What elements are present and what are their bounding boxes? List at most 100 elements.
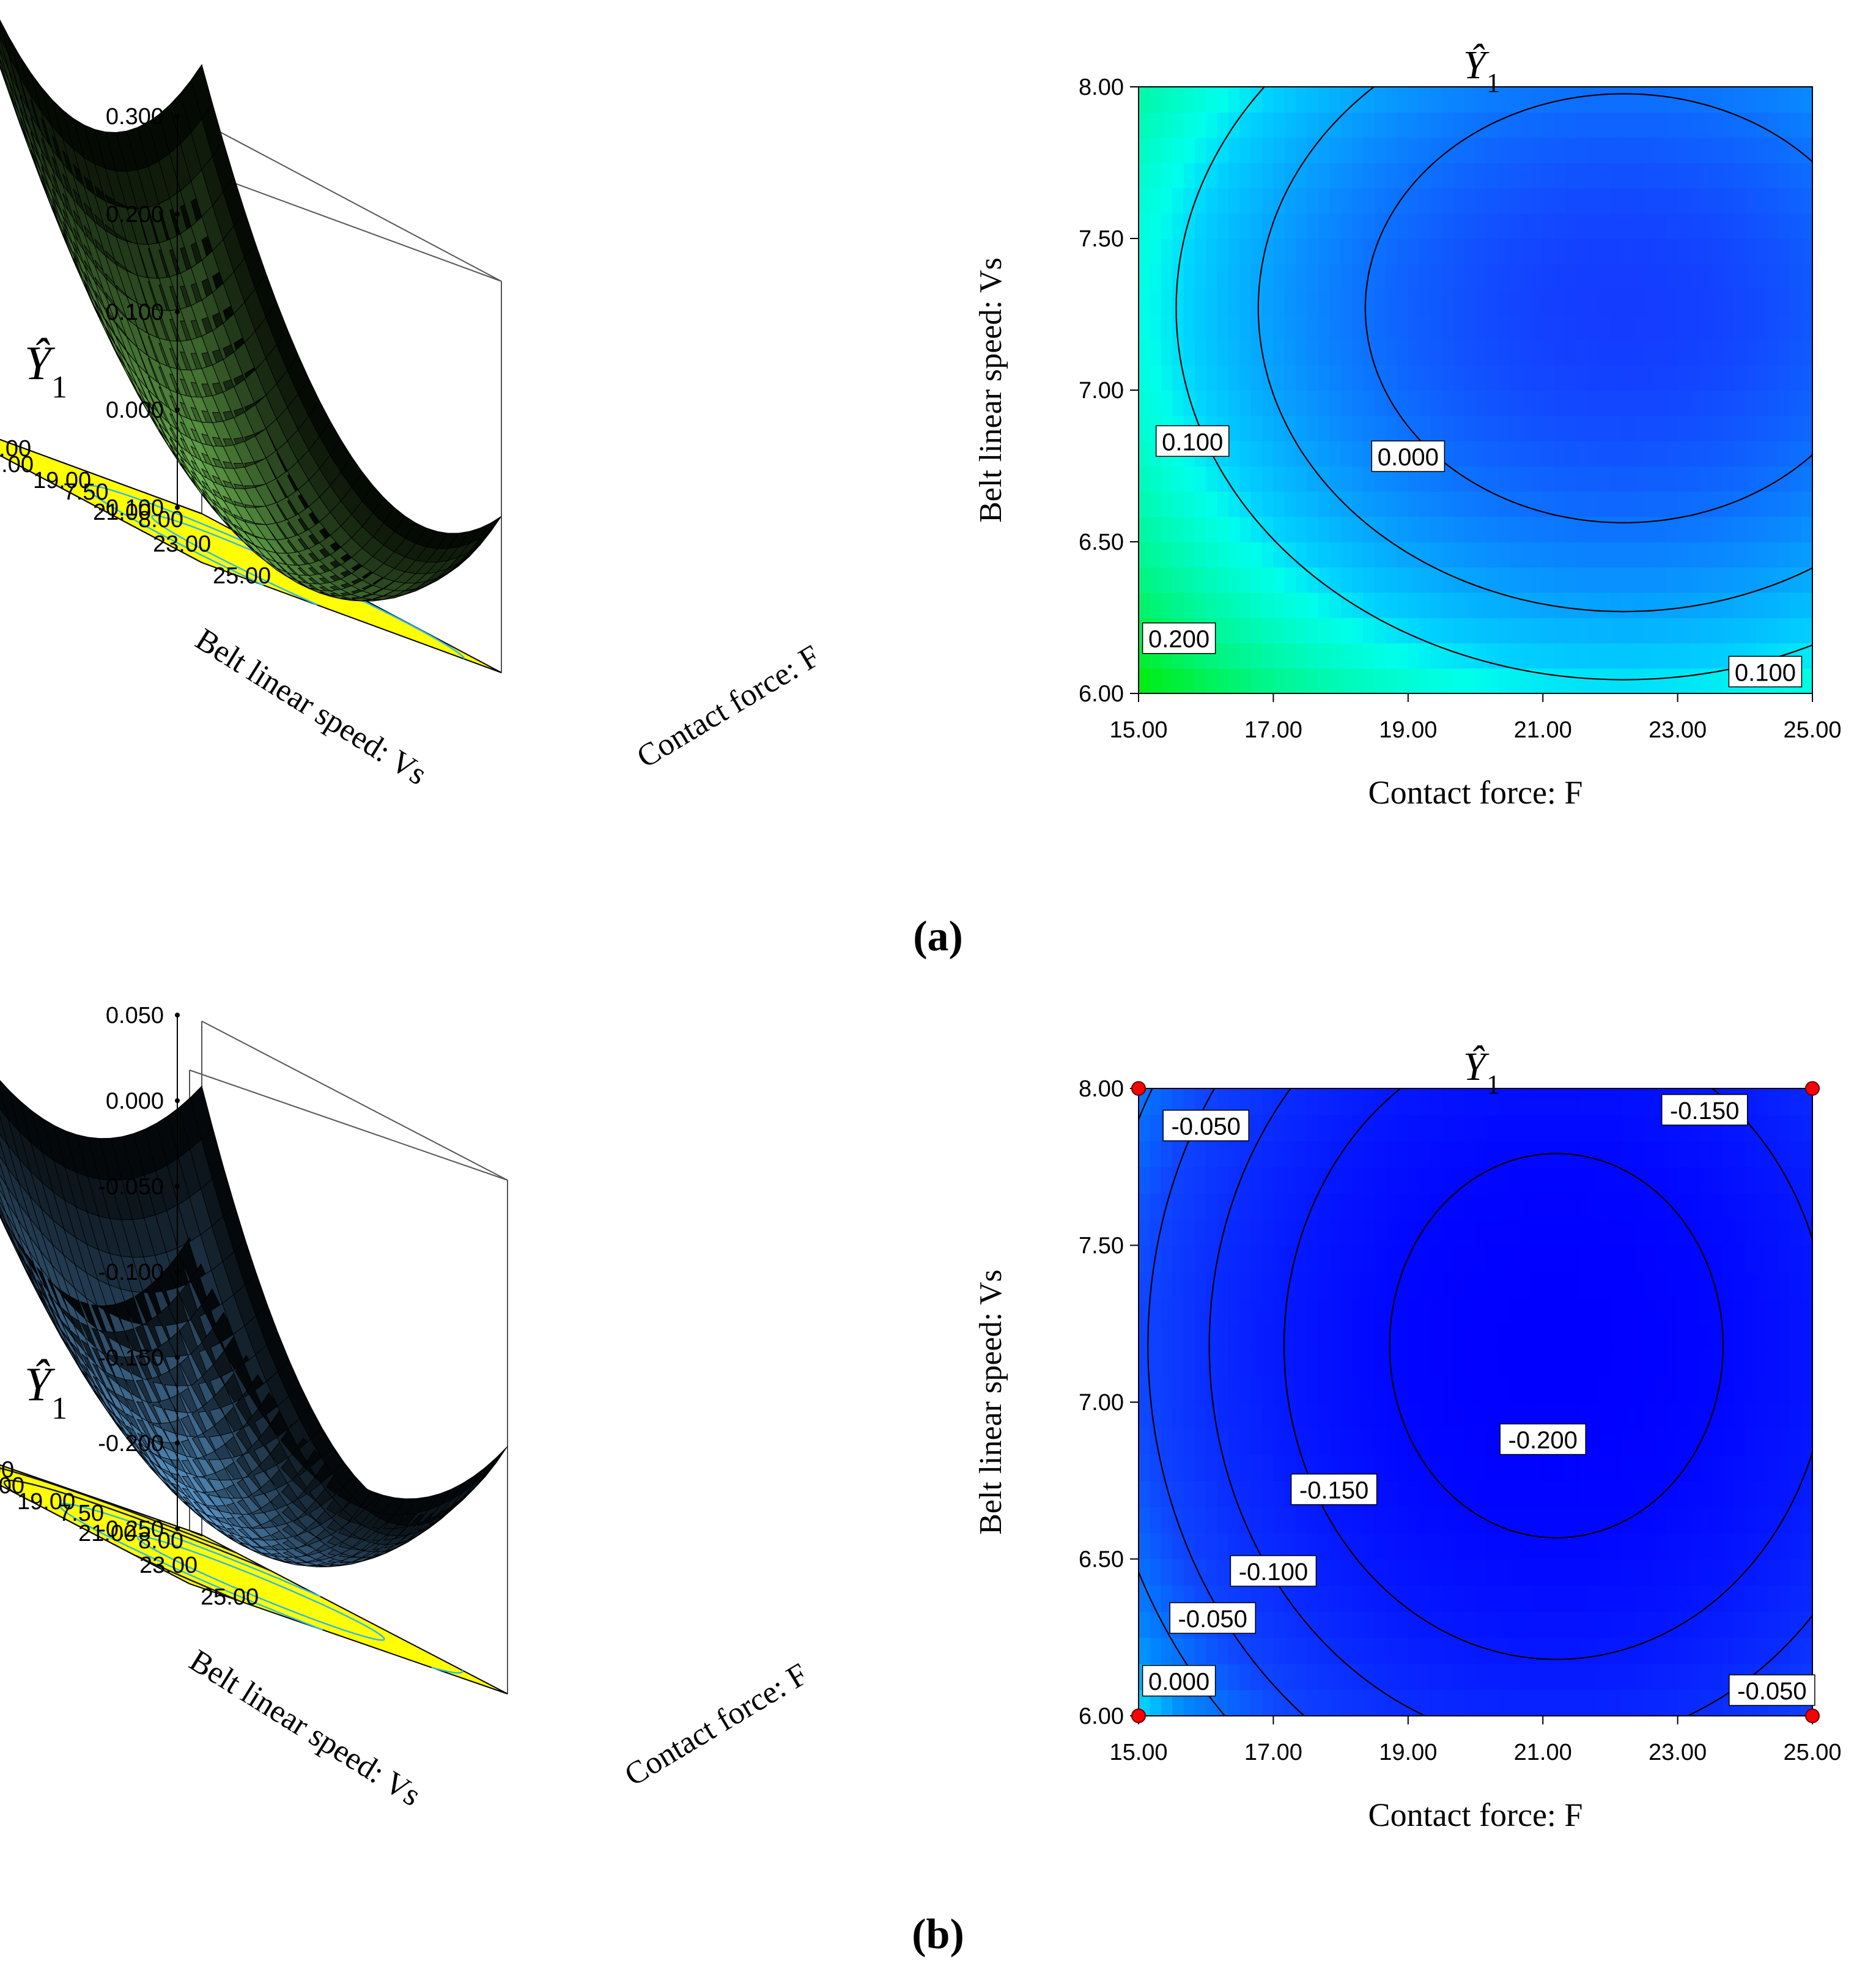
contour-fill-cell xyxy=(1734,1245,1746,1272)
contour-fill-cell xyxy=(1296,567,1308,593)
contour-fill-cell xyxy=(1419,1350,1431,1376)
contour-fill-cell xyxy=(1711,643,1723,669)
contour-fill-cell xyxy=(1397,364,1409,391)
contour-fill-cell xyxy=(1386,339,1398,366)
contour-fill-cell xyxy=(1228,1690,1241,1716)
contour-fill-cell xyxy=(1408,163,1420,189)
contour-fill-cell xyxy=(1677,188,1690,214)
contour-fill-cell xyxy=(1386,567,1398,593)
contour-fill-cell xyxy=(1284,1532,1296,1560)
contour-fill-cell xyxy=(1273,466,1285,492)
contour-fill-cell xyxy=(1352,238,1364,265)
contour-fill-cell xyxy=(1756,1376,1768,1403)
contour-line xyxy=(1364,93,1812,523)
contour-fill-cell xyxy=(1677,466,1690,492)
contour-fill-cell xyxy=(1486,1611,1499,1638)
contour-fill-cell xyxy=(1520,415,1532,441)
contour-fill-cell xyxy=(1430,339,1442,366)
contour-fill-cell xyxy=(1509,213,1521,239)
contour-fill-cell xyxy=(1250,314,1263,341)
contour-fill-cell xyxy=(1790,618,1802,644)
contour-fill-cell xyxy=(1441,516,1454,542)
contour-fill-cell xyxy=(1464,238,1476,265)
contour-fill-cell xyxy=(1711,1140,1723,1167)
contour-fill-cell xyxy=(1723,314,1735,341)
contour-fill-cell xyxy=(1139,1245,1151,1272)
contour-fill-cell xyxy=(1689,1350,1701,1376)
contour-fill-cell xyxy=(1296,264,1308,290)
contour-fill-cell xyxy=(1531,516,1543,542)
contour-fill-cell xyxy=(1397,1480,1409,1507)
contour-fill-cell xyxy=(1318,1428,1331,1455)
contour-fill-cell xyxy=(1700,87,1712,113)
contour-fill-cell xyxy=(1161,466,1173,492)
contour-fill-cell xyxy=(1441,1480,1454,1507)
contour-fill-cell xyxy=(1486,1167,1499,1194)
contour-fill-cell xyxy=(1689,643,1701,669)
contour-fill-cell xyxy=(1520,1559,1532,1586)
contour-fill-cell xyxy=(1172,314,1184,341)
contour-fill-cell xyxy=(1790,364,1802,391)
contour-fill-cell xyxy=(1318,1114,1331,1142)
contour-fill-cell xyxy=(1139,188,1151,214)
contour-fill-cell xyxy=(1756,264,1768,290)
contour-fill-cell xyxy=(1599,1454,1611,1481)
contour-fill-cell xyxy=(1621,1663,1633,1690)
contour-fill-cell xyxy=(1340,1219,1353,1246)
contour-fill-cell xyxy=(1610,1245,1622,1272)
contour-fill-cell xyxy=(1318,1559,1331,1586)
contour-fill-cell xyxy=(1363,1323,1375,1351)
contour-fill-cell xyxy=(1666,1140,1678,1167)
speed-tick-label: 7.00 xyxy=(0,1473,24,1499)
contour-fill-cell xyxy=(1778,112,1791,138)
surface-facet xyxy=(485,1446,508,1474)
contour-fill-cell xyxy=(1655,264,1667,290)
contour-fill-cell xyxy=(1374,1271,1386,1298)
contour-fill-cell xyxy=(1644,1532,1656,1560)
contour-fill-cell xyxy=(1453,163,1465,189)
contour-fill-cell xyxy=(1745,1480,1757,1507)
contour-fill-cell xyxy=(1340,1611,1353,1638)
contour-fill-cell xyxy=(1621,1193,1633,1220)
contour-fill-cell xyxy=(1723,440,1735,467)
contour-fill-cell xyxy=(1430,213,1442,239)
contour-fill-cell xyxy=(1408,364,1420,391)
contour-fill-cell xyxy=(1520,213,1532,239)
contour-fill-cell xyxy=(1610,213,1622,239)
contour-fill-cell xyxy=(1172,668,1184,694)
contour-fill-cell xyxy=(1520,1088,1532,1115)
contour-fill-cell xyxy=(1150,314,1162,341)
contour-fill-cell xyxy=(1497,1611,1510,1638)
contour-fill-cell xyxy=(1554,643,1566,669)
contour-fill-cell xyxy=(1340,1167,1353,1194)
contour-fill-cell xyxy=(1644,415,1656,441)
contour-fill-cell xyxy=(1453,1298,1465,1324)
contour-fill-cell xyxy=(1453,1245,1465,1272)
contour-fill-cell xyxy=(1509,1637,1521,1664)
contour-fill-cell xyxy=(1486,1480,1499,1507)
contour-fill-cell xyxy=(1239,516,1252,542)
contour-fill-cell xyxy=(1599,1376,1611,1403)
contour-fill-cell xyxy=(1307,1428,1319,1455)
contour-fill-cell xyxy=(1194,516,1206,542)
contour-fill-cell xyxy=(1700,466,1712,492)
contour-fill-cell xyxy=(1217,1245,1229,1272)
contour-fill-cell xyxy=(1531,314,1543,341)
contour-fill-cell xyxy=(1644,364,1656,391)
contour-label: 0.200 xyxy=(1148,626,1209,653)
contour-fill-cell xyxy=(1296,491,1308,517)
contour-fill-cell xyxy=(1262,213,1274,239)
contour-fill-cell xyxy=(1565,1585,1578,1612)
contour-fill-cell xyxy=(1689,1637,1701,1664)
contour-label: -0.050 xyxy=(1171,1114,1240,1140)
contour-fill-cell xyxy=(1206,188,1218,214)
contour-fill-cell xyxy=(1700,1507,1712,1534)
contour-fill-cell xyxy=(1621,1402,1633,1429)
contour-fill xyxy=(1139,87,1813,694)
contour-fill-cell xyxy=(1150,87,1162,113)
contour-fill-cell xyxy=(1801,1140,1813,1167)
contour-fill-cell xyxy=(1441,1376,1454,1403)
contour-fill-cell xyxy=(1419,314,1431,341)
contour-fill-cell xyxy=(1554,1219,1566,1246)
contour-fill-cell xyxy=(1374,592,1386,618)
